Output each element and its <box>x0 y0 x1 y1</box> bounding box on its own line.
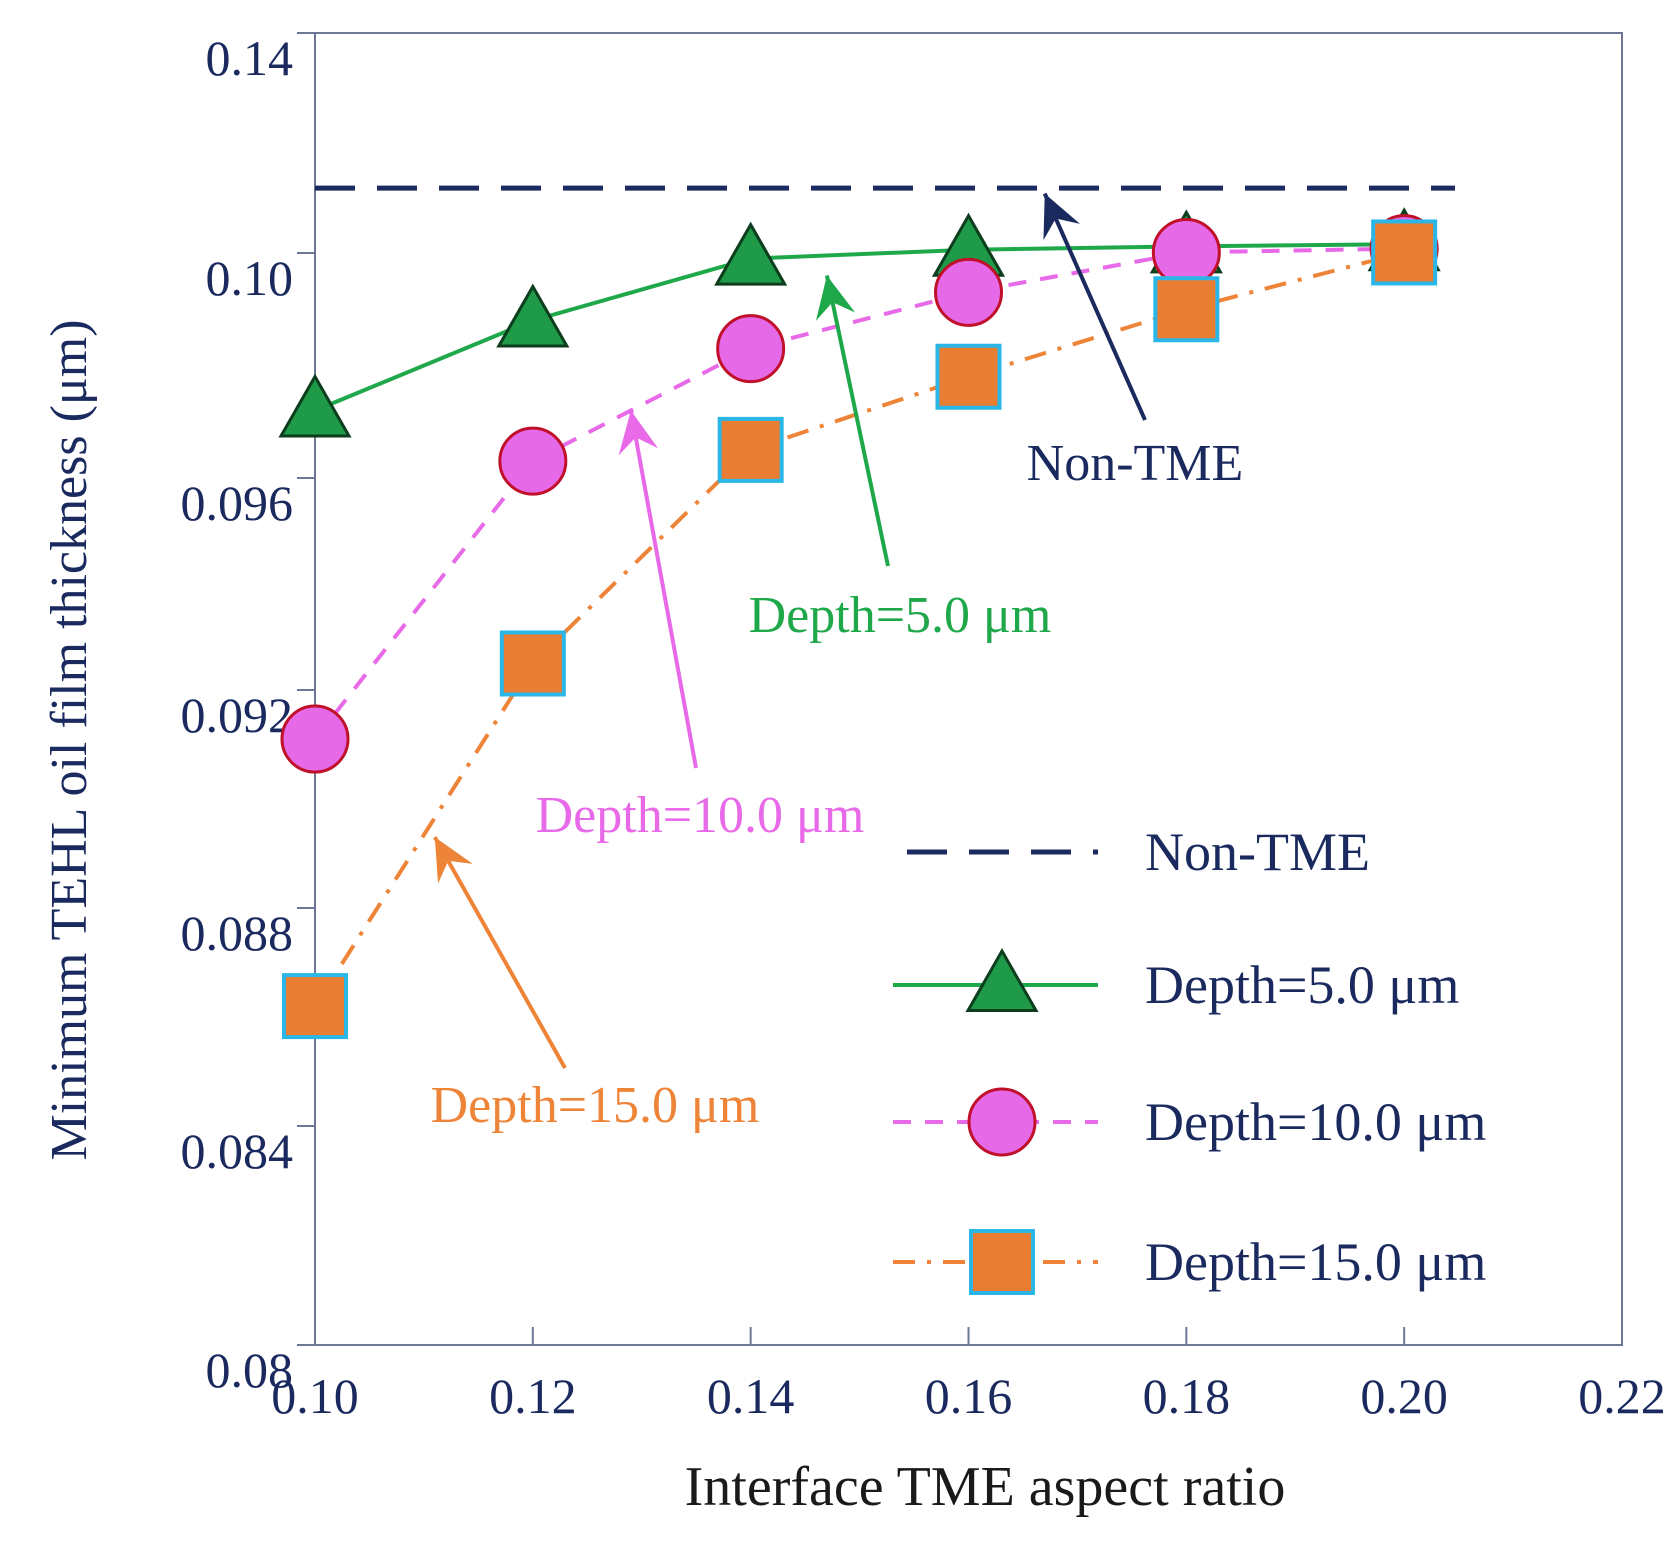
series-1-point <box>714 221 788 286</box>
series-3-point <box>935 343 1002 410</box>
x-tick-label: 0.10 <box>271 1368 359 1424</box>
y-tick-label: 0.096 <box>181 475 294 531</box>
annotation-arrowhead-3 <box>618 410 659 456</box>
annotation-label-1: Non-TME <box>1027 435 1244 492</box>
annotation-label-3: Depth=10.0 μm <box>536 787 865 844</box>
x-tick-label: 0.14 <box>707 1368 795 1424</box>
series-1-point <box>496 283 570 348</box>
annotation-arrow-1 <box>1042 192 1147 421</box>
x-tick-label: 0.12 <box>489 1368 577 1424</box>
y-tick-label: 0.08 <box>206 1342 294 1398</box>
series-2-point <box>716 314 786 384</box>
series-3-point <box>717 416 784 483</box>
annotation-arrow-4 <box>433 836 567 1069</box>
annotation-arrowhead-2 <box>815 275 856 321</box>
legend-label-1: Depth=5.0 μm <box>1145 955 1459 1015</box>
annotation-arrowhead-4 <box>434 837 473 884</box>
x-tick-label: 0.20 <box>1360 1368 1448 1424</box>
legend-marker-1 <box>965 947 1039 1012</box>
x-tick-label: 0.22 <box>1578 1368 1664 1424</box>
legend-marker-3 <box>969 1229 1035 1295</box>
series-3-point <box>499 630 566 697</box>
x-tick-label: 0.16 <box>925 1368 1013 1424</box>
legend-label-2: Depth=10.0 μm <box>1145 1092 1486 1152</box>
annotation-arrowhead-1 <box>1043 193 1081 241</box>
y-axis-title: Minimum TEHL oil film thickness (μm) <box>41 319 98 1160</box>
y-tick-label: 0.092 <box>181 687 294 743</box>
legend-label-non-tme: Non-TME <box>1145 822 1370 882</box>
series-3-point <box>1153 276 1220 343</box>
annotation-label-4: Depth=15.0 μm <box>431 1077 760 1134</box>
series-line-3 <box>313 250 1405 1008</box>
y-tick-label: 0.14 <box>206 30 294 86</box>
annotation-arrow-3 <box>628 410 698 769</box>
annotation-arrow-2 <box>824 275 890 567</box>
series-3-point <box>1371 219 1438 286</box>
y-tick-label: 0.10 <box>206 250 294 306</box>
x-axis-title: Interface TME aspect ratio <box>685 1456 1286 1518</box>
series-line-1 <box>314 242 1405 413</box>
legend-marker-2 <box>967 1087 1037 1157</box>
y-tick-label: 0.084 <box>181 1123 294 1179</box>
annotation-label-2: Depth=5.0 μm <box>749 587 1052 644</box>
y-tick-label: 0.088 <box>181 905 294 961</box>
series-line-2 <box>313 246 1405 741</box>
series-3-point <box>282 973 348 1040</box>
series-2-point <box>1151 217 1221 287</box>
series-2-point <box>280 704 350 774</box>
legend-label-3: Depth=15.0 μm <box>1145 1232 1486 1292</box>
series-1-point <box>278 373 352 438</box>
x-tick-label: 0.18 <box>1143 1368 1231 1424</box>
series-2-point <box>498 426 568 496</box>
series-2-point <box>934 257 1003 327</box>
